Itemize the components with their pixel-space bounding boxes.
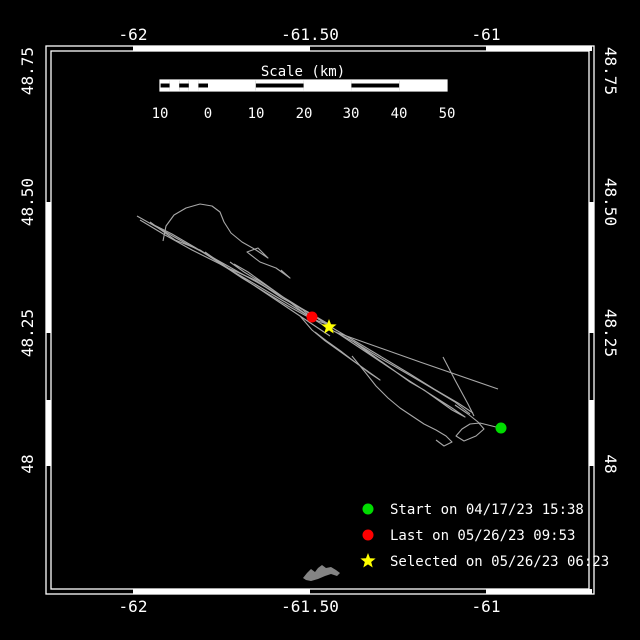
scale-tick-label-3: 20 (296, 106, 313, 122)
frame-band-right (589, 400, 594, 466)
track-segment-8 (442, 356, 475, 417)
marker-start[interactable] (495, 422, 507, 434)
marker-selected[interactable] (321, 319, 337, 334)
axis-label-left-0: 48.75 (18, 47, 37, 95)
axis-label-top-0: -62 (119, 25, 148, 44)
track-markers (306, 311, 507, 434)
frame-band-left (46, 202, 51, 333)
axis-label-right-1: 48.50 (601, 178, 620, 226)
scale-cell-striped-0 (160, 87, 170, 91)
scale-bar-outline (159, 79, 448, 92)
axis-label-top-1: -61.50 (281, 25, 339, 44)
track-segment-3 (162, 203, 291, 279)
island-shape (303, 565, 340, 581)
scale-cell-striped-6 (255, 87, 304, 91)
scale-cell-solid-3 (188, 80, 199, 91)
legend-label-0: Start on 04/17/23 15:38 (390, 502, 584, 518)
marker-last[interactable] (306, 311, 318, 323)
frame-outer-line (45, 45, 595, 595)
frame-band-bottom (133, 589, 310, 594)
frame-band-bottom (486, 589, 592, 594)
axis-label-top-2: -61 (472, 25, 501, 44)
scale-tick-label-6: 50 (439, 106, 456, 122)
track-segment-10 (204, 251, 331, 337)
track-path (136, 203, 501, 447)
scale-cell-solid-7 (303, 80, 352, 91)
scale-cell-striped-2 (179, 87, 189, 91)
frame-inner-line (50, 50, 590, 590)
frame-band-top (486, 46, 592, 51)
axis-label-left-1: 48.50 (18, 178, 37, 226)
scale-tick-label-0: 10 (152, 106, 169, 122)
legend-label-2: Selected on 05/26/23 06:23 (390, 554, 609, 570)
scale-tick-label-4: 30 (343, 106, 360, 122)
axis-label-left-3: 48 (18, 454, 37, 473)
scale-tick-label-5: 40 (391, 106, 408, 122)
island-polygon (303, 565, 340, 581)
scale-tick-label-2: 10 (248, 106, 265, 122)
legend-marker-2 (360, 553, 376, 568)
scale-cell-solid-1 (169, 80, 180, 91)
scale-cell-solid-9 (399, 80, 447, 91)
scale-cell-striped-4 (198, 87, 208, 91)
frame-band-left (46, 400, 51, 466)
scale-bar: Scale (km) 10 0 10 20 30 40 50 (152, 64, 456, 122)
scale-cell-striped-8 (351, 87, 400, 91)
scale-cell-striped-8 (351, 80, 400, 84)
legend-marker-1 (362, 529, 374, 541)
axis-label-right-0: 48.75 (601, 47, 620, 95)
axis-label-bottom-2: -61 (472, 597, 501, 616)
scale-tick-label-1: 0 (204, 106, 212, 122)
track-segment-6 (335, 331, 466, 418)
track-segment-11 (351, 355, 453, 447)
frame-band-top (133, 46, 310, 51)
axis-label-bottom-1: -61.50 (281, 597, 339, 616)
legend: Start on 04/17/23 15:38 Last on 05/26/23 … (360, 502, 609, 570)
scale-bar-title: Scale (km) (261, 64, 345, 80)
track-segment-2 (149, 221, 333, 327)
axis-labels: -62 -61.50 -61 -62 -61.50 -61 48.75 48.50 48.25 4… (18, 25, 620, 616)
scale-cell-striped-4 (198, 80, 208, 84)
scale-cell-striped-6 (255, 80, 304, 84)
legend-label-1: Last on 05/26/23 09:53 (390, 528, 575, 544)
track-segment-9 (454, 404, 501, 442)
axis-label-bottom-0: -62 (119, 597, 148, 616)
frame-band-right (589, 202, 594, 333)
scale-cell-striped-0 (160, 80, 170, 84)
map-frame (45, 45, 595, 595)
scale-cell-striped-2 (179, 80, 189, 84)
axis-label-left-2: 48.25 (18, 309, 37, 357)
track-segment-7 (337, 332, 499, 390)
scale-cell-solid-5 (208, 80, 256, 91)
axis-label-right-3: 48 (601, 454, 620, 473)
axis-label-right-2: 48.25 (601, 309, 620, 357)
track-segment-5 (299, 315, 381, 381)
track-segment-1 (139, 219, 471, 415)
legend-marker-0 (362, 503, 374, 515)
